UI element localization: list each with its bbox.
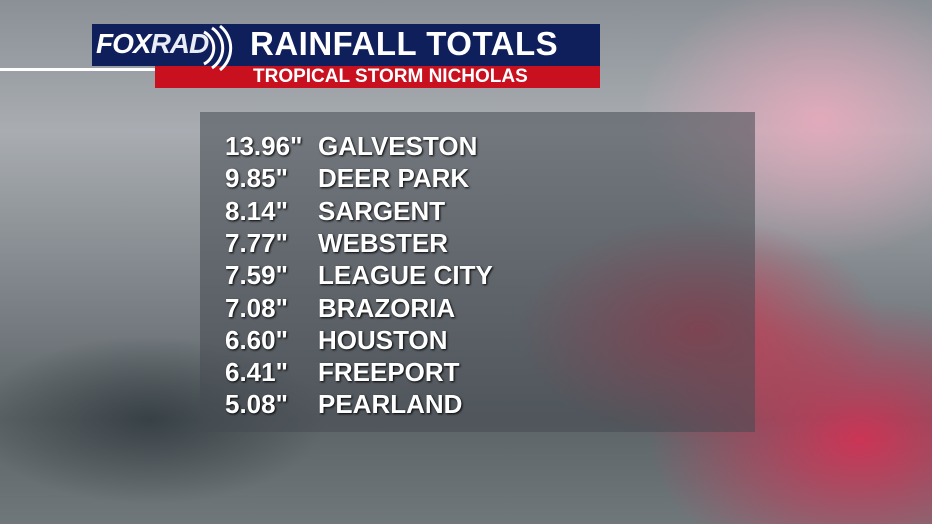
location: GALVESTON — [318, 131, 478, 161]
rain-amount: 9.85" — [225, 163, 288, 194]
rain-amount: 7.59" — [225, 260, 288, 291]
title-bar — [92, 24, 600, 66]
location: LEAGUE CITY — [318, 260, 493, 291]
location: DEER PARK — [318, 163, 470, 194]
location: BRAZORIA — [318, 292, 456, 323]
logo-arcs — [203, 24, 233, 72]
table-row: 7.77" WEBSTER — [200, 228, 755, 260]
table-row: 13.96" GALVESTON — [200, 131, 755, 163]
table-row: 7.08" BRAZORIA — [200, 293, 755, 325]
location: SARGENT — [318, 195, 446, 226]
table-row: 7.59" LEAGUE CITY — [200, 260, 755, 292]
table-row: 6.41" FREEPORT — [200, 357, 755, 389]
location: WEBSTER — [318, 227, 448, 258]
rain-amount: 6.41" — [225, 357, 288, 388]
location: PEARLAND — [318, 389, 463, 420]
rain-amount: 7.77" — [225, 227, 288, 258]
rain-amount: 8.14" — [225, 195, 288, 226]
rule — [0, 68, 155, 71]
logo-fox: FOX — [96, 28, 152, 59]
subtitle: TROPICAL STORM NICHOLAS — [253, 66, 528, 87]
rain-amount: 7.08" — [225, 292, 288, 323]
rain-amount: 5.08" — [225, 389, 288, 420]
rain-amount: 6.60" — [225, 324, 288, 355]
logo: FOXRAD — [96, 28, 210, 60]
rain-amount: 13.96" — [225, 131, 303, 161]
location: FREEPORT — [318, 357, 460, 388]
logo-rad: RAD — [150, 28, 210, 59]
table-row: 5.08" PEARLAND — [200, 389, 755, 421]
table-row: 9.85" DEER PARK — [200, 163, 755, 195]
subtitle-bar — [155, 66, 600, 88]
location: HOUSTON — [318, 324, 448, 355]
table-row: 6.60" HOUSTON — [200, 325, 755, 357]
table-row: 8.14" SARGENT — [200, 196, 755, 228]
totals-panel: 13.96" GALVESTON 9.85" DEER PARK 8.14" SARGEN… — [200, 112, 755, 432]
title: RAINFALL TOTALS — [250, 25, 559, 62]
